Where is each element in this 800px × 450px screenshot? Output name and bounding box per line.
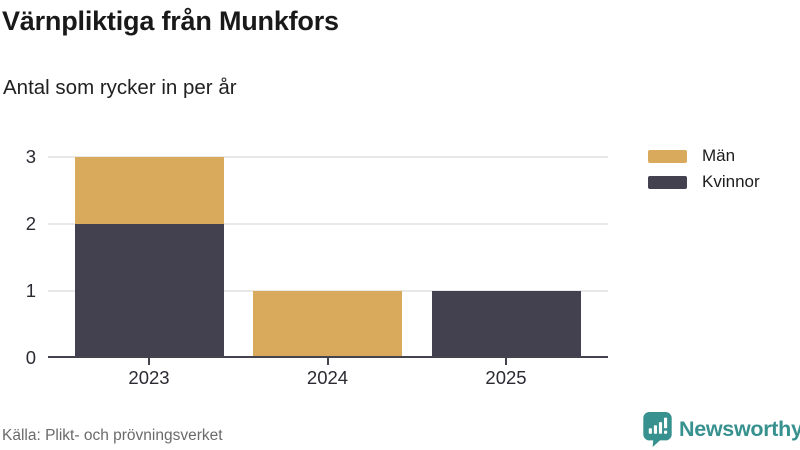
legend-label-man: Män — [702, 146, 736, 165]
legend-label-kvinnor: Kvinnor — [702, 172, 760, 191]
legend-item-kvinnor: Kvinnor — [648, 173, 760, 191]
y-axis-tick-label: 2 — [25, 213, 36, 234]
legend: Män Kvinnor — [648, 147, 760, 191]
x-axis-tick — [148, 358, 150, 365]
x-axis-tick — [326, 358, 329, 365]
newsworthy-logo: Newsworthy — [643, 411, 800, 447]
bar-man-2024 — [253, 291, 402, 358]
legend-swatch-man — [648, 149, 687, 163]
newsworthy-logo-icon — [643, 411, 672, 447]
x-axis-tick — [505, 358, 507, 365]
x-axis-line — [48, 355, 608, 358]
gridline — [48, 223, 608, 225]
chart-subtitle: Antal som rycker in per år — [3, 76, 237, 99]
y-axis-tick-label: 0 — [25, 347, 36, 368]
bar-chart-glyph — [648, 417, 668, 434]
bar-kvinnor-2025 — [431, 291, 581, 358]
source-note: Källa: Plikt- och prövningsverket — [2, 427, 223, 444]
legend-item-man: Män — [648, 147, 760, 165]
x-axis-tick-label: 2023 — [128, 367, 170, 388]
gridline — [48, 156, 608, 158]
legend-swatch-kvinnor — [648, 175, 687, 189]
y-axis-tick-label: 3 — [25, 146, 36, 167]
x-axis-tick-label: 2025 — [485, 367, 527, 388]
bar-man-2023 — [74, 157, 224, 224]
x-axis-tick-label: 2024 — [306, 367, 349, 388]
chart-title: Värnpliktiga från Munkfors — [2, 6, 339, 36]
bar-kvinnor-2023 — [74, 224, 224, 358]
newsworthy-wordmark: Newsworthy — [679, 416, 800, 441]
y-axis-tick-label: 1 — [25, 280, 36, 301]
